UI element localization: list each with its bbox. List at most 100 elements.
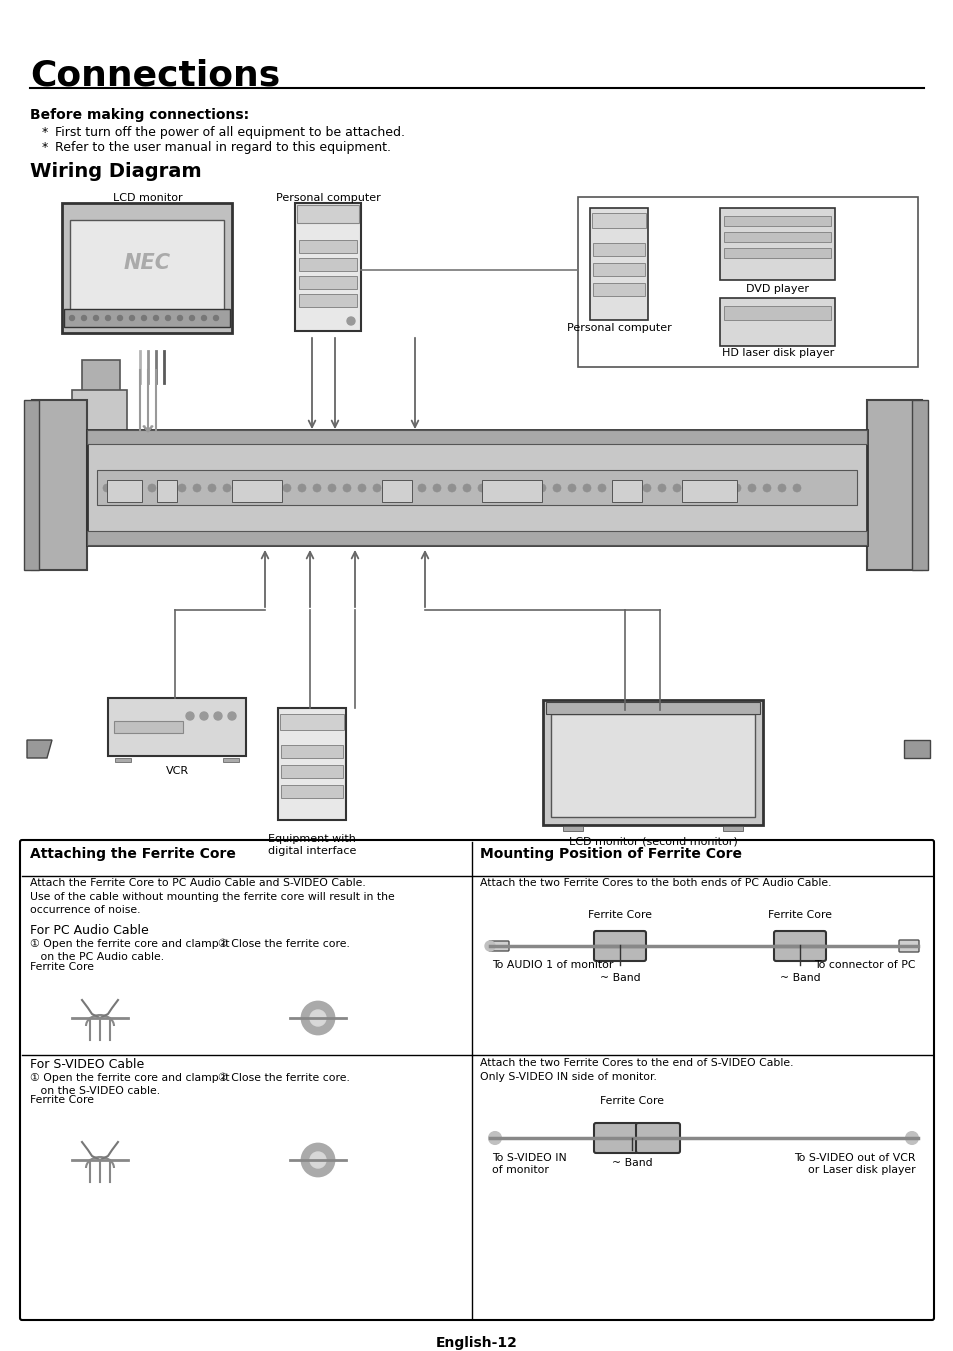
Circle shape [190, 316, 194, 320]
Circle shape [186, 712, 193, 720]
FancyBboxPatch shape [24, 400, 39, 570]
Text: To AUDIO 1 of monitor: To AUDIO 1 of monitor [492, 961, 613, 970]
FancyBboxPatch shape [294, 203, 360, 331]
Circle shape [328, 484, 335, 492]
Text: English-12: English-12 [436, 1336, 517, 1350]
Circle shape [178, 484, 186, 492]
Circle shape [347, 317, 355, 326]
Circle shape [302, 1144, 334, 1175]
Text: Equipment with
digital interface: Equipment with digital interface [268, 834, 355, 855]
Circle shape [213, 316, 218, 320]
Circle shape [484, 942, 495, 951]
Text: Attach the two Ferrite Cores to the end of S-VIDEO Cable.
Only S-VIDEO IN side o: Attach the two Ferrite Cores to the end … [479, 1058, 793, 1082]
Text: To S-VIDEO out of VCR
or Laser disk player: To S-VIDEO out of VCR or Laser disk play… [794, 1152, 915, 1174]
Text: First turn off the power of all equipment to be attached.: First turn off the power of all equipmen… [55, 126, 405, 139]
FancyBboxPatch shape [562, 825, 582, 831]
Circle shape [507, 484, 516, 492]
FancyBboxPatch shape [64, 309, 230, 327]
FancyBboxPatch shape [551, 713, 754, 817]
Circle shape [627, 484, 636, 492]
Circle shape [81, 316, 87, 320]
Circle shape [373, 484, 380, 492]
Circle shape [117, 316, 122, 320]
FancyBboxPatch shape [545, 703, 760, 713]
Text: Wiring Diagram: Wiring Diagram [30, 162, 201, 181]
FancyBboxPatch shape [298, 295, 356, 307]
FancyBboxPatch shape [542, 700, 762, 825]
Text: Personal computer: Personal computer [566, 323, 671, 332]
Circle shape [732, 484, 740, 492]
Circle shape [208, 484, 215, 492]
FancyBboxPatch shape [82, 359, 120, 430]
Circle shape [283, 484, 291, 492]
FancyBboxPatch shape [232, 480, 282, 503]
FancyBboxPatch shape [636, 1123, 679, 1152]
FancyBboxPatch shape [70, 220, 224, 326]
Circle shape [163, 484, 171, 492]
FancyBboxPatch shape [108, 698, 246, 757]
Circle shape [702, 484, 710, 492]
Circle shape [201, 316, 206, 320]
Circle shape [642, 484, 650, 492]
Text: VCR: VCR [165, 766, 189, 775]
FancyBboxPatch shape [296, 205, 358, 223]
FancyBboxPatch shape [32, 400, 87, 570]
Circle shape [433, 484, 440, 492]
Circle shape [297, 484, 306, 492]
FancyBboxPatch shape [298, 258, 356, 272]
Text: HD laser disk player: HD laser disk player [721, 349, 833, 358]
FancyBboxPatch shape [277, 708, 346, 820]
FancyBboxPatch shape [612, 480, 641, 503]
Text: *: * [42, 141, 49, 154]
Circle shape [237, 484, 246, 492]
Text: Ferrite Core: Ferrite Core [30, 962, 94, 971]
Text: Ferrite Core: Ferrite Core [599, 1096, 663, 1106]
FancyBboxPatch shape [115, 758, 131, 762]
FancyBboxPatch shape [481, 480, 541, 503]
FancyBboxPatch shape [97, 470, 856, 505]
Circle shape [141, 316, 147, 320]
Text: Attach the two Ferrite Cores to the both ends of PC Audio Cable.: Attach the two Ferrite Cores to the both… [479, 878, 831, 888]
Circle shape [613, 484, 620, 492]
Circle shape [70, 316, 74, 320]
Text: ~ Band: ~ Band [599, 973, 639, 984]
FancyBboxPatch shape [593, 243, 644, 255]
FancyBboxPatch shape [578, 197, 917, 367]
Circle shape [778, 484, 785, 492]
FancyBboxPatch shape [589, 208, 647, 320]
Text: ② Close the ferrite core.: ② Close the ferrite core. [218, 1073, 350, 1084]
Circle shape [462, 484, 471, 492]
Circle shape [687, 484, 696, 492]
Text: Ferrite Core: Ferrite Core [587, 911, 651, 920]
Circle shape [193, 484, 201, 492]
Circle shape [747, 484, 755, 492]
FancyBboxPatch shape [898, 940, 918, 952]
Circle shape [388, 484, 395, 492]
FancyBboxPatch shape [280, 713, 344, 730]
FancyBboxPatch shape [866, 400, 921, 570]
Circle shape [106, 316, 111, 320]
Text: Refer to the user manual in regard to this equipment.: Refer to the user manual in regard to th… [55, 141, 391, 154]
Text: Attaching the Ferrite Core: Attaching the Ferrite Core [30, 847, 235, 861]
Circle shape [228, 712, 235, 720]
Circle shape [672, 484, 680, 492]
FancyBboxPatch shape [723, 305, 830, 320]
Circle shape [148, 484, 156, 492]
Text: *: * [42, 126, 49, 139]
Circle shape [310, 1152, 326, 1169]
Circle shape [658, 484, 665, 492]
FancyBboxPatch shape [20, 840, 933, 1320]
Circle shape [253, 484, 261, 492]
FancyBboxPatch shape [223, 758, 239, 762]
FancyBboxPatch shape [722, 825, 742, 831]
Circle shape [130, 316, 134, 320]
FancyBboxPatch shape [592, 213, 645, 228]
Text: For PC Audio Cable: For PC Audio Cable [30, 924, 149, 938]
Circle shape [448, 484, 456, 492]
Circle shape [905, 1132, 917, 1144]
FancyBboxPatch shape [62, 203, 232, 332]
Text: Personal computer: Personal computer [275, 193, 380, 203]
Circle shape [200, 712, 208, 720]
FancyBboxPatch shape [723, 216, 830, 226]
FancyBboxPatch shape [113, 721, 183, 734]
